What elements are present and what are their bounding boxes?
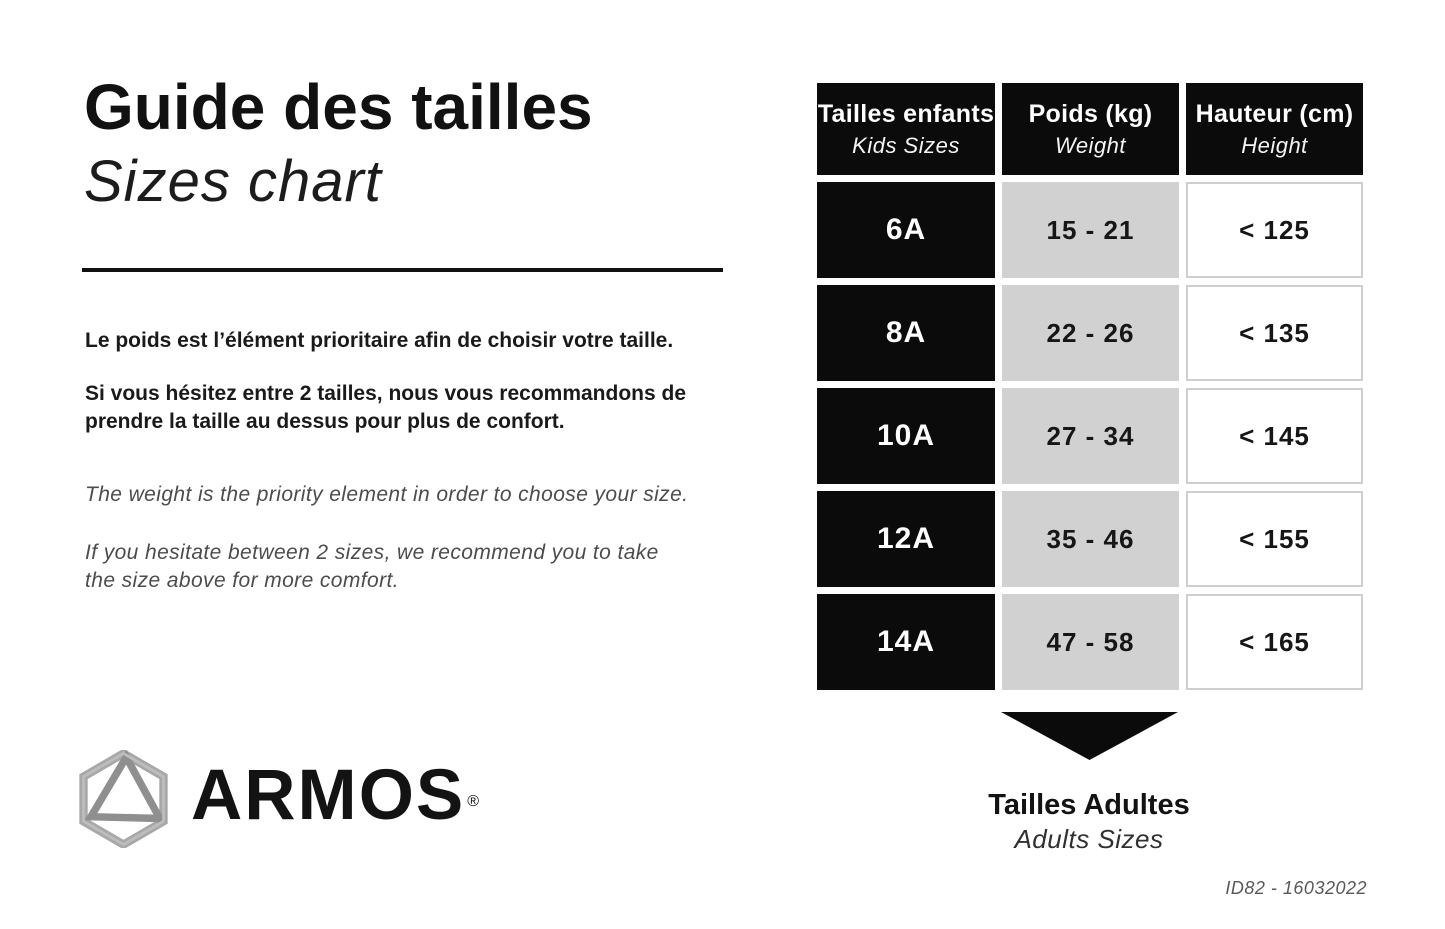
paragraph-en-hesitate: If you hesitate between 2 sizes, we reco…: [85, 541, 659, 592]
table-header-height: Hauteur (cm) Height: [1186, 83, 1363, 175]
header-label-fr: Hauteur (cm): [1195, 99, 1354, 128]
weight-cell-12a: 35 - 46: [1002, 491, 1179, 587]
size-cell-12a: 12A: [817, 491, 995, 587]
down-arrow-icon: [1001, 712, 1178, 760]
table-header-weight: Poids (kg) Weight: [1002, 83, 1179, 175]
size-cell-10a: 10A: [817, 388, 995, 484]
kids-size-table: Tailles enfants Kids Sizes Poids (kg) We…: [817, 83, 1363, 690]
size-cell-8a: 8A: [817, 285, 995, 381]
page-title-fr: Guide des tailles: [84, 71, 593, 143]
size-cell-14a: 14A: [817, 594, 995, 690]
armos-wordmark: ARMOS ®: [191, 760, 480, 832]
header-label-en: Height: [1241, 132, 1308, 158]
table-header-kids-sizes: Tailles enfants Kids Sizes: [817, 83, 995, 175]
brand-name: ARMOS: [191, 756, 466, 835]
weight-cell-10a: 27 - 34: [1002, 388, 1179, 484]
height-cell-8a: < 135: [1186, 285, 1363, 381]
weight-cell-6a: 15 - 21: [1002, 182, 1179, 278]
page-title-en: Sizes chart: [84, 149, 382, 214]
paragraph-fr-weight: Le poids est l’élément prioritaire afin …: [85, 329, 674, 352]
adults-sizes-label: Tailles Adultes Adults Sizes: [939, 789, 1239, 855]
weight-cell-14a: 47 - 58: [1002, 594, 1179, 690]
document-id: ID82 - 16032022: [1225, 878, 1367, 898]
header-label-fr: Poids (kg): [1028, 99, 1153, 128]
adults-label-fr: Tailles Adultes: [988, 789, 1190, 821]
weight-cell-8a: 22 - 26: [1002, 285, 1179, 381]
paragraph-fr-hesitate: Si vous hésitez entre 2 tailles, nous vo…: [85, 382, 687, 433]
registered-trademark-symbol: ®: [467, 793, 480, 810]
height-cell-14a: < 165: [1186, 594, 1363, 690]
adults-label-en: Adults Sizes: [1014, 824, 1164, 854]
height-cell-10a: < 145: [1186, 388, 1363, 484]
header-label-fr: Tailles enfants: [817, 99, 995, 128]
height-cell-6a: < 125: [1186, 182, 1363, 278]
title-divider: [82, 268, 723, 272]
header-label-en: Kids Sizes: [852, 132, 960, 158]
size-cell-6a: 6A: [817, 182, 995, 278]
armos-emblem-icon: [79, 750, 168, 848]
height-cell-12a: < 155: [1186, 491, 1363, 587]
header-label-en: Weight: [1054, 132, 1127, 158]
paragraph-en-weight: The weight is the priority element in or…: [85, 483, 689, 506]
